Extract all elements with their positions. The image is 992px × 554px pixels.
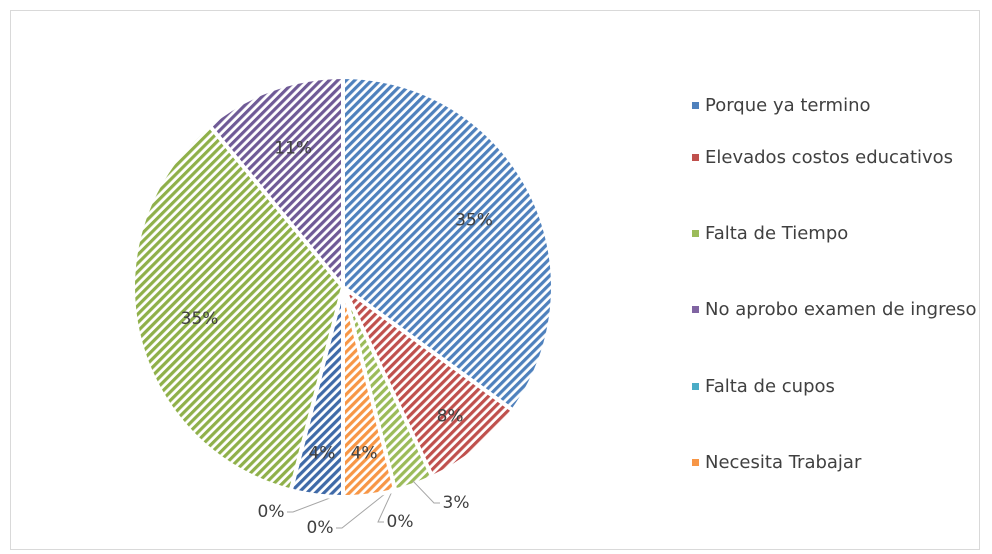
data-label: 35%: [455, 210, 493, 230]
legend-label: Porque ya termino: [705, 95, 871, 116]
legend-item: Falta de cupos: [692, 371, 982, 402]
data-label: 4%: [351, 444, 378, 464]
chart-frame: [10, 10, 980, 550]
data-label: 0%: [387, 512, 414, 532]
leader-line: [412, 480, 440, 504]
legend-item: Porque ya termino: [692, 90, 982, 121]
data-label: 3%: [443, 493, 470, 513]
legend-label: No aprobo examen de ingreso: [705, 299, 977, 320]
leader-line: [377, 486, 395, 523]
data-label: 0%: [307, 518, 334, 538]
data-label: 8%: [437, 406, 464, 426]
legend-label: Elevados costos educativos: [705, 147, 954, 168]
legend-swatch: [692, 383, 699, 390]
pie-slice: [206, 74, 345, 293]
legend-swatch: [692, 306, 699, 313]
pie-slice: [341, 74, 555, 414]
legend-label: Necesita Trabajar: [705, 452, 862, 473]
legend-item: No aprobo examen de ingreso: [692, 294, 982, 325]
leader-line: [336, 486, 395, 529]
data-label: 35%: [181, 309, 219, 329]
pie-slice: [131, 122, 346, 493]
leader-line: [287, 492, 344, 513]
legend-swatch: [692, 459, 699, 466]
legend-item: Elevados costos educativos: [692, 142, 982, 173]
legend-label: Falta de cupos: [705, 376, 835, 397]
pie-slice: [341, 285, 516, 480]
data-label: 0%: [258, 502, 285, 522]
legend-item: Falta de Tiempo: [692, 218, 982, 249]
legend-label: Falta de Tiempo: [705, 223, 849, 244]
legend-swatch: [692, 102, 699, 109]
legend-swatch: [692, 230, 699, 237]
legend-item: Necesita Trabajar: [692, 447, 982, 478]
legend-swatch: [692, 154, 699, 161]
data-label: 11%: [274, 139, 312, 159]
data-label: 4%: [308, 444, 335, 464]
